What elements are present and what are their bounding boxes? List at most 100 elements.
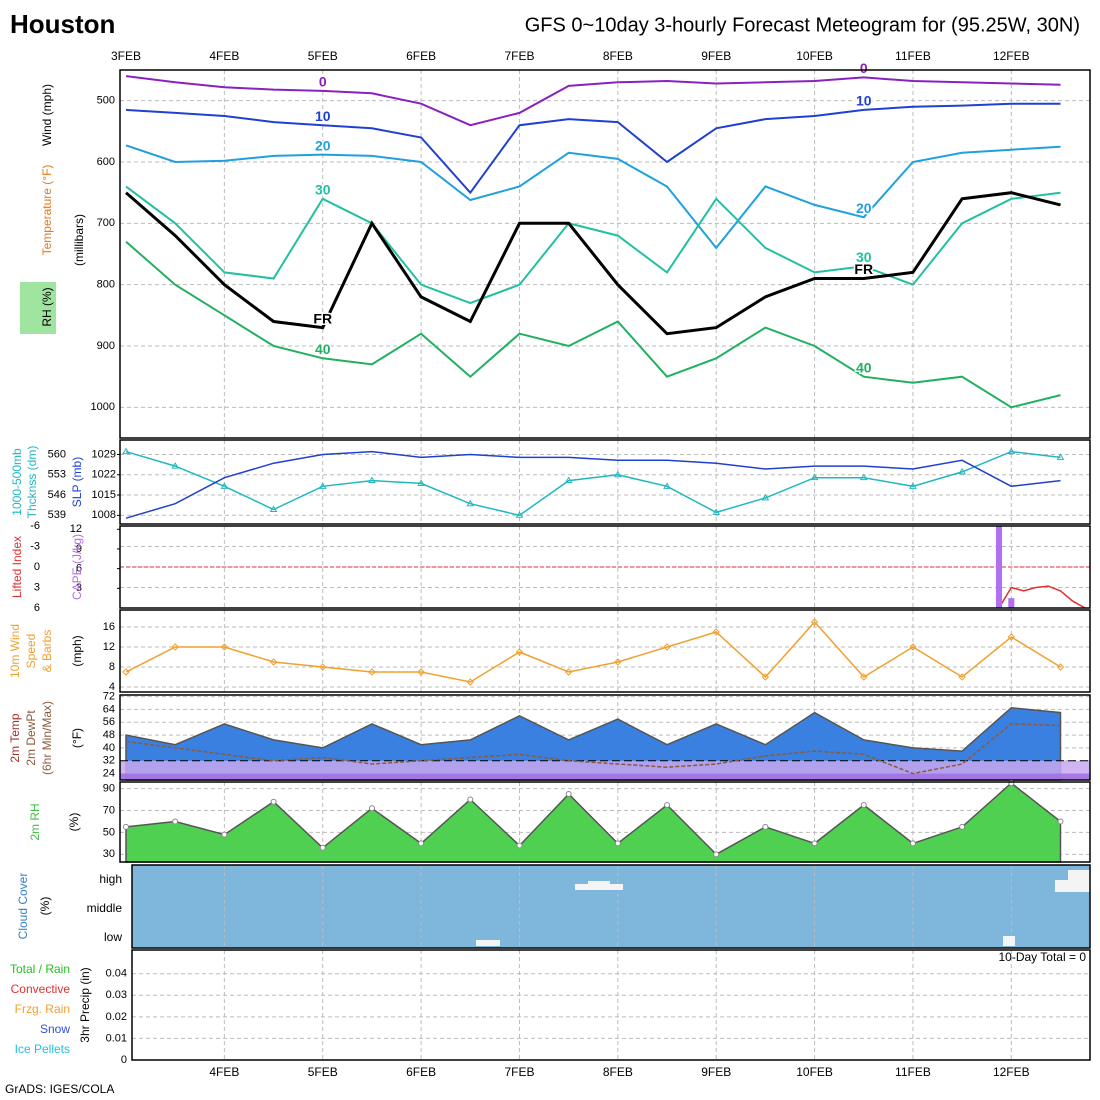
diamond-marker: [860, 673, 868, 681]
x-tick-label: 8FEB: [603, 1065, 633, 1079]
cloud-background: [132, 865, 1090, 948]
panel-frame: [119, 439, 1091, 525]
y-tick-label: 72: [103, 691, 115, 703]
y-tick-label: 500: [97, 95, 115, 107]
contour-label: 40: [856, 359, 872, 375]
panel: -6 -3 0 3 6 12 9 6 3: [30, 520, 1091, 614]
y2-tick-label: 6: [76, 563, 82, 575]
diamond-marker: [958, 673, 966, 681]
y-tick-label: 40: [103, 742, 115, 754]
y2-tick-label: 1029: [92, 448, 116, 460]
y2-tick-label: 9: [76, 543, 82, 555]
legend-entry: Snow: [40, 1022, 70, 1036]
footer: GrADS: IGES/COLA: [5, 1082, 114, 1096]
point: [664, 802, 671, 809]
triangle-marker: [564, 476, 573, 484]
diamond-marker: [122, 668, 130, 676]
x-tick-label: 10FEB: [796, 1065, 833, 1079]
legend-entry: Ice Pellets: [15, 1042, 70, 1056]
contour-label: FR: [854, 261, 873, 277]
point: [565, 791, 572, 798]
point: [811, 840, 818, 847]
y-tick-label: 0.01: [106, 1032, 127, 1044]
triangle-marker: [613, 470, 622, 478]
triangle-marker: [368, 476, 376, 484]
legend-entry: Convective: [11, 982, 71, 996]
point: [860, 802, 867, 809]
cold-band: [120, 773, 1090, 780]
triangle-marker: [269, 505, 278, 513]
triangle-marker: [1056, 453, 1065, 460]
diamond-marker: [761, 673, 770, 681]
clear-sky-patch: [588, 881, 610, 884]
panel-frame: [131, 864, 1091, 949]
y-tick-label: 600: [97, 156, 115, 168]
diamond-marker: [810, 618, 819, 626]
point: [467, 796, 474, 803]
point: [516, 842, 523, 849]
diamond-marker: [909, 643, 917, 651]
triangle-marker: [810, 473, 819, 481]
axis-label: 2m Temp: [8, 713, 22, 762]
y-tick-label: 539: [48, 509, 66, 521]
triangle-marker: [220, 482, 229, 489]
y-tick-label: 0: [34, 561, 40, 573]
panel-frame: [131, 949, 1091, 1061]
diamond-marker: [1007, 633, 1016, 641]
contour-label: 40: [315, 341, 331, 357]
y2-tick-label: 3: [76, 582, 82, 594]
isotherm: [125, 185, 1061, 305]
y-tick-label: 32: [103, 755, 115, 767]
isotherm: [125, 191, 1061, 336]
axis-label: Lifted Index: [10, 536, 24, 598]
triangle-marker: [909, 482, 917, 489]
axis-label: Speed: [24, 634, 38, 669]
y-tick-label: 0.03: [106, 989, 127, 1001]
panel-frame: [119, 781, 1091, 863]
y-tick-label: 700: [97, 217, 115, 229]
y-tick-label: 6: [34, 602, 40, 614]
legend-entry: Total / Rain: [10, 962, 70, 976]
y-tick-label: -6: [30, 520, 40, 532]
diamond-marker: [171, 643, 179, 651]
point: [270, 798, 277, 805]
point: [762, 823, 769, 830]
category-label: low: [104, 930, 122, 944]
chart-title: GFS 0~10day 3-hourly Forecast Meteogram …: [525, 14, 1080, 36]
series-line: [998, 585, 1086, 609]
bar: [1008, 598, 1015, 608]
triangle-marker: [466, 499, 475, 507]
axis-label: (mph): [70, 635, 84, 666]
y-tick-label: 16: [103, 621, 115, 633]
point: [368, 805, 375, 812]
y-tick-label: 56: [103, 716, 115, 728]
axis-label: Wind (mph): [40, 84, 54, 146]
y2-tick-label: 12: [70, 523, 82, 535]
diamond-marker: [466, 678, 474, 686]
y-tick-label: 4: [109, 681, 115, 693]
point: [959, 823, 966, 830]
panel-frame: [119, 609, 1091, 693]
axis-label: 1000-500mb: [10, 448, 24, 516]
isotherm: [125, 102, 1061, 195]
x-tick-label: 11FEB: [895, 49, 931, 63]
axis-label: (millibars): [72, 214, 86, 266]
diamond-marker: [220, 643, 229, 651]
y2-tick-label: 1015: [92, 489, 116, 501]
clear-sky-patch: [1055, 880, 1090, 892]
y-tick-label: 64: [103, 703, 115, 715]
clear-sky-patch: [575, 884, 623, 890]
x-tick-label: 4FEB: [209, 49, 239, 63]
panel: 30 50 70 90: [103, 780, 1091, 863]
triangle-marker: [712, 508, 721, 515]
point: [319, 844, 326, 851]
y-tick-label: 560: [48, 448, 66, 460]
x-tick-label: 9FEB: [701, 1065, 731, 1079]
triangle-marker: [859, 473, 868, 481]
x-tick-label: 4FEB: [209, 1065, 239, 1079]
series-line: [125, 620, 1061, 683]
series-line: [125, 723, 1061, 775]
axis-label: (6hr Min/Max): [40, 701, 54, 775]
y-tick-label: 70: [103, 804, 115, 816]
